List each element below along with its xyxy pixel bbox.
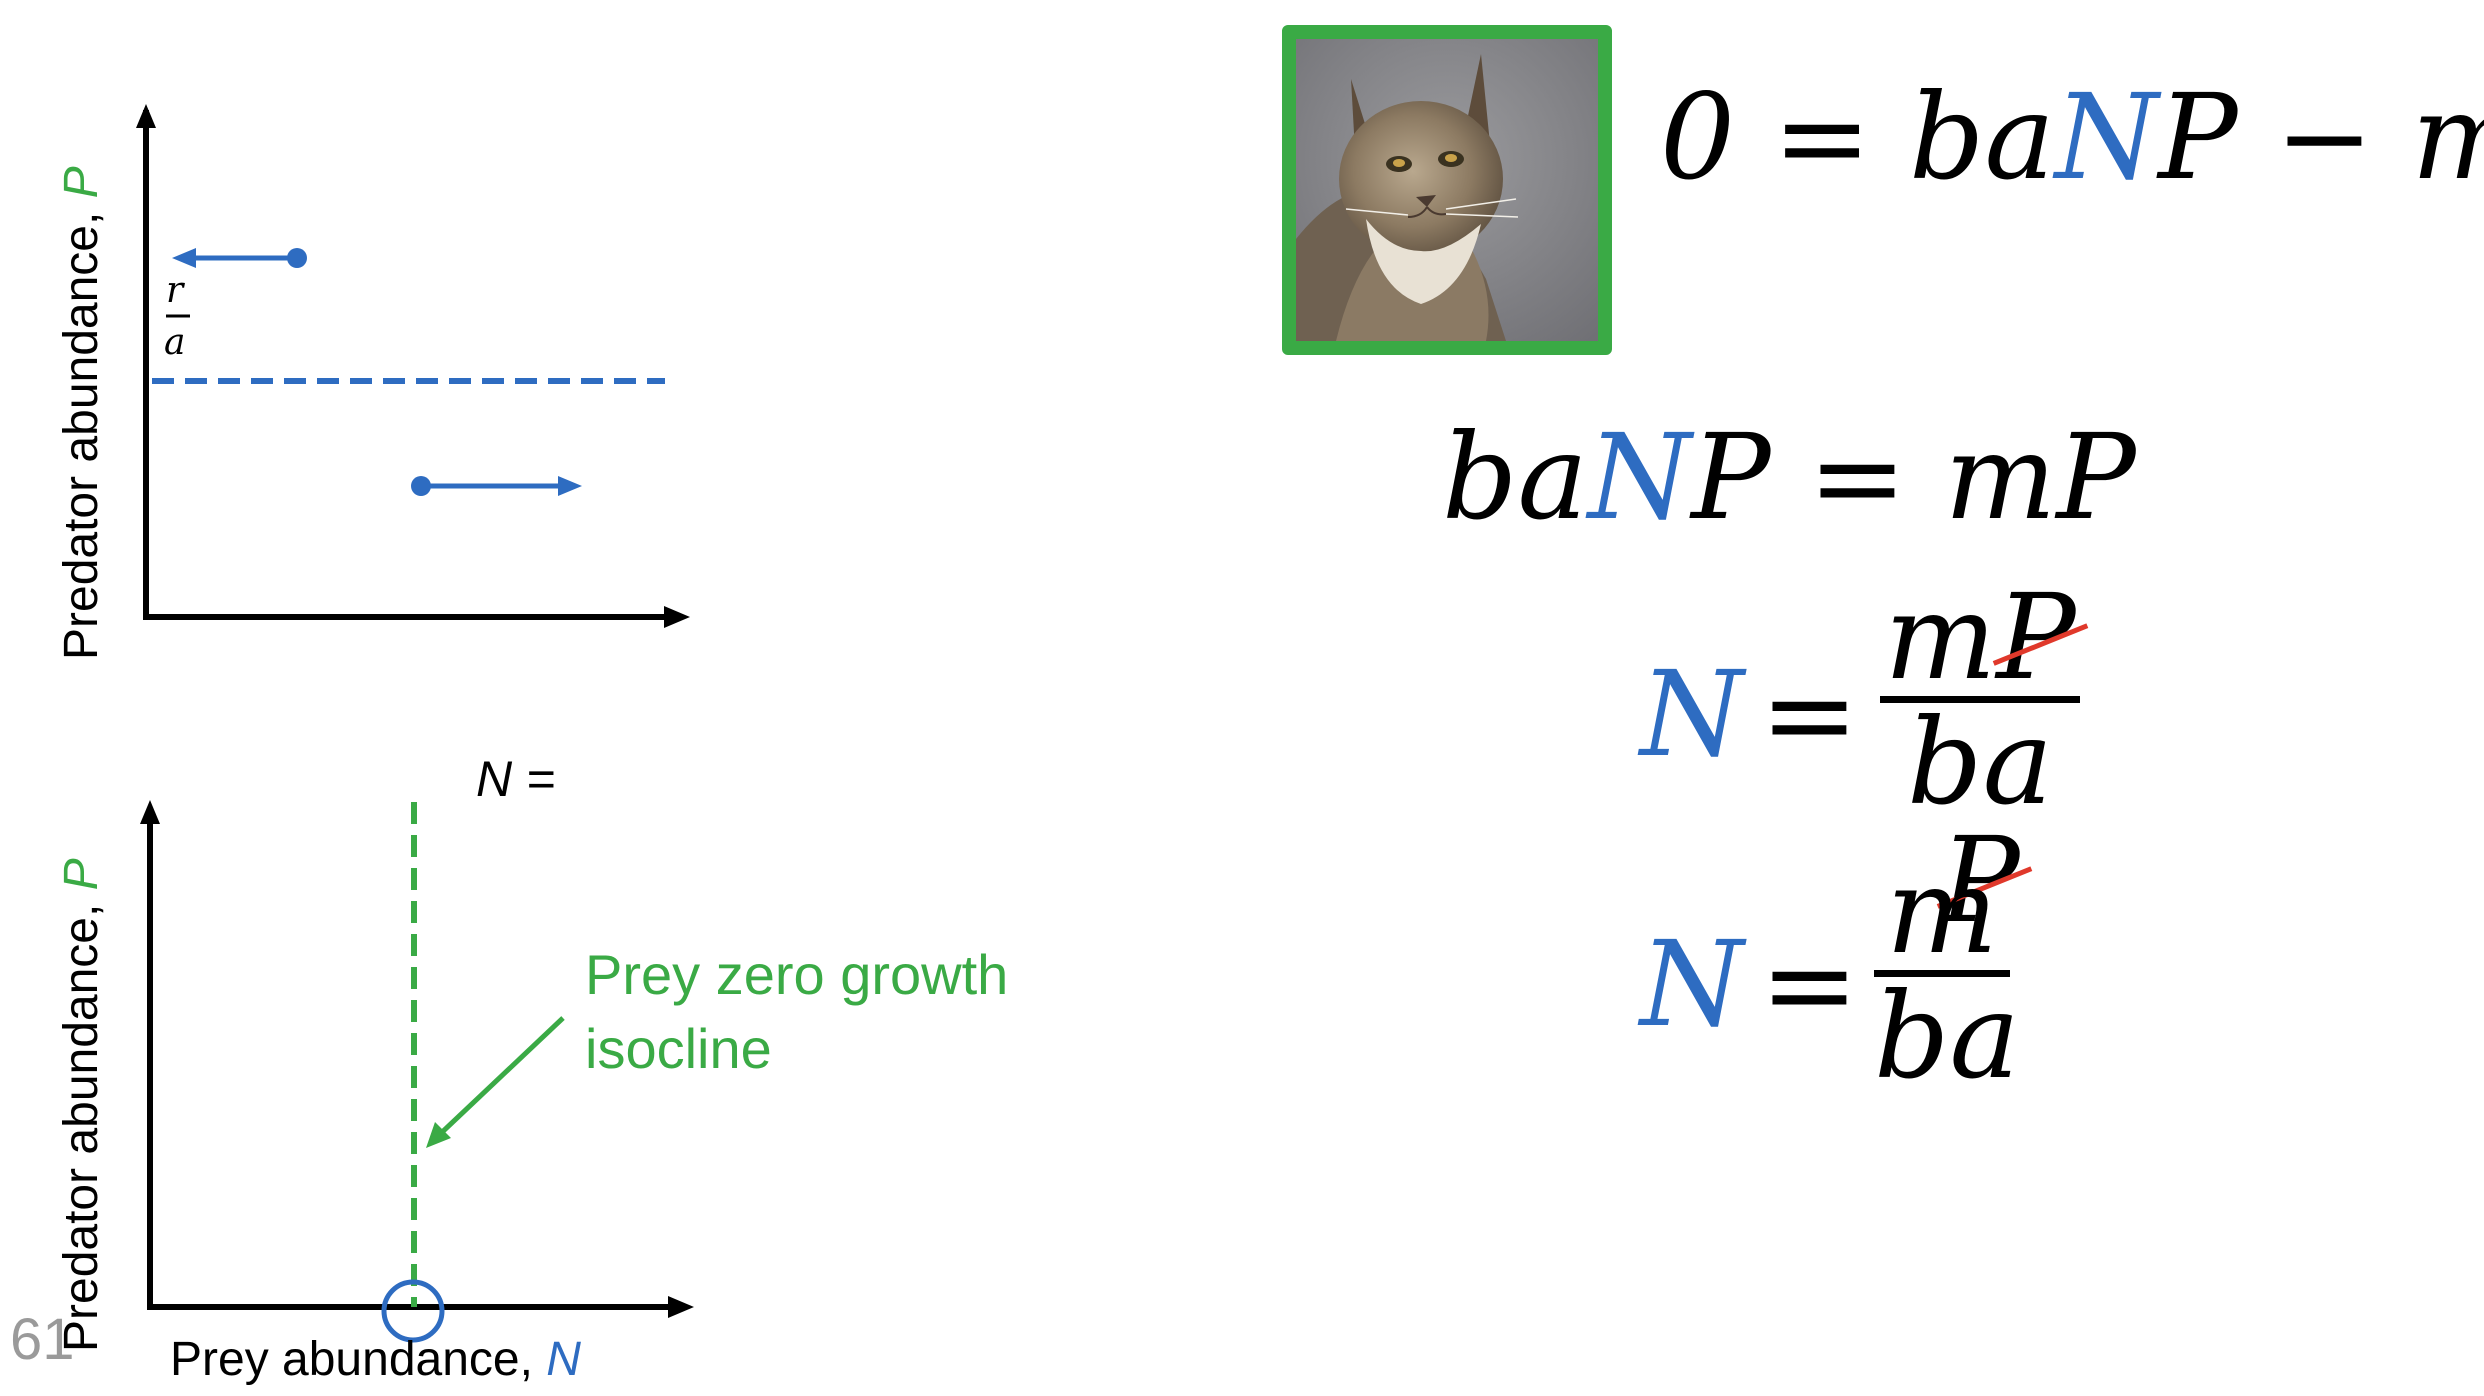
eq3-den-strike: P [1940,811,2020,949]
n-equals-label: N = [476,751,556,807]
top-y-axis-label: Predator abundance, P [55,166,108,660]
top-graph [136,104,690,628]
bottom-y-axis-var: P [55,858,108,891]
eq1-n: N [2054,68,2159,206]
equation-1: 0 = baNP − mP [1660,68,2484,206]
r-over-a-denominator: a [164,322,186,363]
right-arrow-dot [411,476,431,496]
top-x-axis-arrowhead [664,606,690,628]
equilibrium-circle [381,1279,445,1343]
lynx-image [1282,25,1612,355]
slide-number: 61 [10,1307,75,1372]
eq3-equals: = [1760,645,1859,783]
bottom-y-axis-label: Predator abundance, P [55,858,108,1352]
top-y-axis-var: P [55,166,108,199]
bottom-graph [140,800,694,1343]
eq4-n: N [1640,915,1744,1053]
eq3-num-strike: P [1996,568,2076,706]
isocline-pointer-line [436,1016,565,1138]
eq4-equals: = [1760,915,1859,1053]
left-arrowhead [172,248,196,268]
equation-2: baNP = mP [1442,408,2136,546]
eq4-numerator: m [1886,842,1998,980]
bottom-y-axis-arrowhead [140,800,160,824]
bottom-x-axis-arrowhead [668,1296,694,1318]
eq4-denominator: ba [1874,967,2020,1105]
eq4-fraction: m ba [1874,842,2020,1105]
eq3-fraction-bar [1880,696,2080,703]
lynx-photo [1296,39,1598,341]
bottom-x-axis-var: N [546,1333,581,1386]
r-over-a-numerator: r [166,270,184,311]
eq3-fraction: mP baP [1880,578,2080,939]
eq3-n: N [1640,645,1744,783]
bottom-x-axis-label: Prey abundance, N [170,1333,581,1386]
eq2-n: N [1587,408,1692,546]
eq4-fraction-bar [1874,970,2010,977]
left-arrow-dot [287,248,307,268]
top-y-axis-arrowhead [136,104,156,128]
isocline-label: Prey zero growth isocline [585,943,1009,1080]
right-arrowhead [558,476,582,496]
isocline-pointer-arrowhead [426,1122,451,1148]
